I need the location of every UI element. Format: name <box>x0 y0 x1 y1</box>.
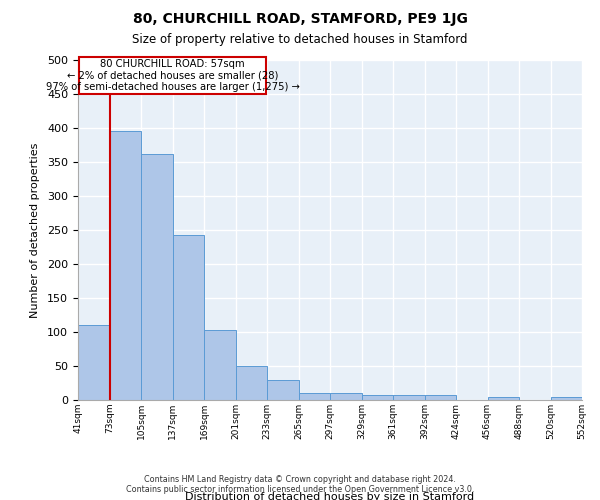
X-axis label: Distribution of detached houses by size in Stamford: Distribution of detached houses by size … <box>185 492 475 500</box>
Text: 80, CHURCHILL ROAD, STAMFORD, PE9 1JG: 80, CHURCHILL ROAD, STAMFORD, PE9 1JG <box>133 12 467 26</box>
Bar <box>487 398 519 400</box>
Bar <box>79 56 266 94</box>
Text: Contains HM Land Registry data © Crown copyright and database right 2024.
Contai: Contains HM Land Registry data © Crown c… <box>126 474 474 494</box>
Bar <box>204 330 235 400</box>
Text: 80 CHURCHILL ROAD: 57sqm
← 2% of detached houses are smaller (28)
97% of semi-de: 80 CHURCHILL ROAD: 57sqm ← 2% of detache… <box>46 59 299 92</box>
Bar <box>173 236 204 400</box>
Bar <box>110 132 141 400</box>
Bar <box>299 393 330 400</box>
Bar <box>235 366 267 400</box>
Bar <box>393 395 425 400</box>
Bar <box>361 395 393 400</box>
Bar <box>551 396 582 400</box>
Y-axis label: Number of detached properties: Number of detached properties <box>30 142 40 318</box>
Bar <box>425 395 456 400</box>
Bar <box>330 393 361 400</box>
Bar <box>78 325 110 400</box>
Text: Size of property relative to detached houses in Stamford: Size of property relative to detached ho… <box>132 32 468 46</box>
Bar <box>141 154 173 400</box>
Bar <box>267 380 299 400</box>
